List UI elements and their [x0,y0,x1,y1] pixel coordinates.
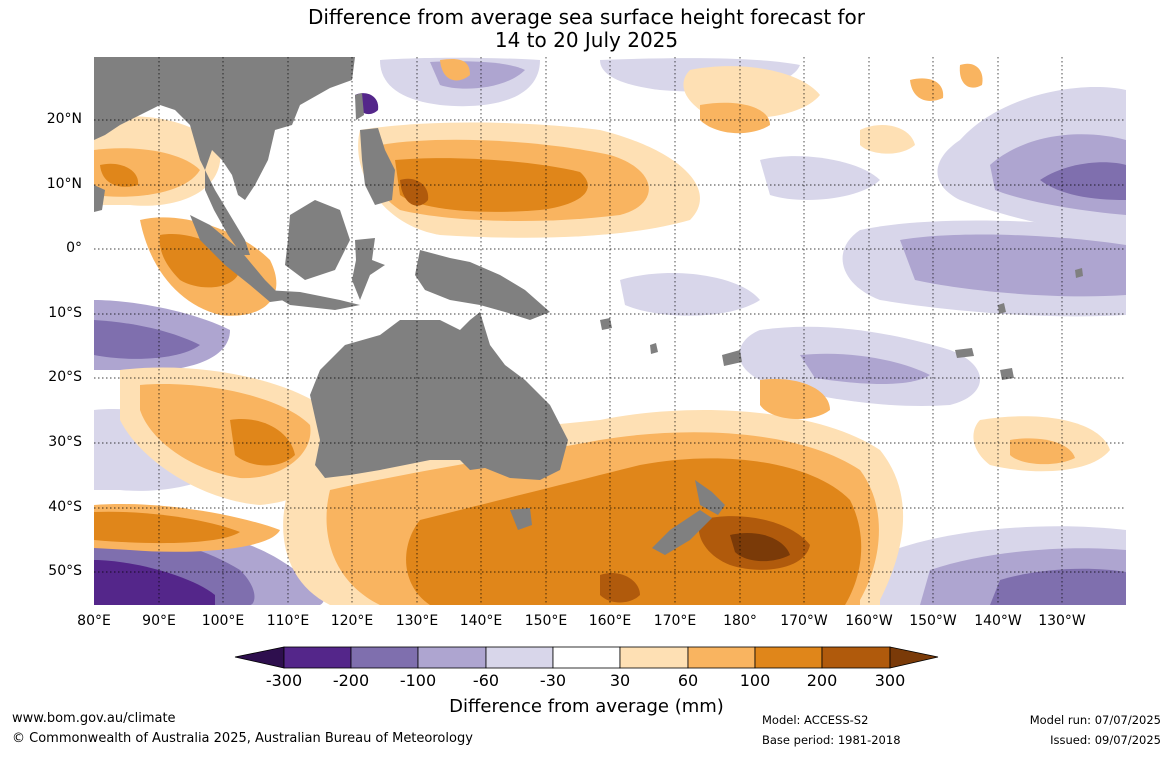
land-masses [94,57,1083,555]
colorbar-bin [754,646,823,669]
longitude-label: 160°W [845,613,893,629]
latitude-label: 20°N [46,111,82,127]
longitude-label: 110°E [266,613,310,629]
latitude-label: 40°S [48,499,82,515]
new-zealand-south [652,510,712,555]
philippines [360,128,395,205]
colorbar [234,646,939,669]
pacific-islands [600,268,1083,380]
longitude-label: 140°W [974,613,1022,629]
colorbar-tick-label: -60 [472,671,500,690]
malay-peninsula [205,170,250,255]
longitude-label: 140°E [459,613,503,629]
colorbar-bin [417,646,487,669]
longitude-label: 80°E [77,613,111,629]
colorbar-bin [821,646,891,669]
colorbar-tick-label: -200 [332,671,370,690]
graticule [94,57,1126,605]
tasmania [510,508,532,530]
longitude-label: 120°E [330,613,374,629]
footer-issued: Issued: 09/07/2025 [1050,733,1161,747]
latitude-label: 50°S [48,563,82,579]
colorbar-tick-label: 60 [677,671,699,690]
colorbar-title: Difference from average (mm) [449,696,724,717]
longitude-label: 150°E [524,613,568,629]
footer-copyright: © Commonwealth of Australia 2025, Austra… [12,731,473,746]
colorbar-tick-label: 200 [806,671,838,690]
taiwan [355,93,364,120]
longitude-label: 130°E [395,613,439,629]
positive-anomaly-areas [94,58,1110,605]
footer-base-period: Base period: 1981-2018 [762,733,901,747]
longitude-label: 160°E [588,613,632,629]
colorbar-extend-low [234,646,285,669]
colorbar-tick-label: -300 [265,671,303,690]
latitude-label: 30°S [48,434,82,450]
footer-model: Model: ACCESS-S2 [762,713,869,727]
latitude-label: 0° [66,240,82,256]
asia-mainland [94,57,355,200]
new-guinea [415,250,550,320]
colorbar-tick-label: -100 [399,671,437,690]
longitude-label: 170°E [653,613,697,629]
colorbar-bin [350,646,419,669]
latitude-label: 20°S [48,369,82,385]
longitude-label: 130°W [1038,613,1086,629]
longitude-label: 150°W [909,613,957,629]
australia [310,312,568,480]
new-zealand-north [695,480,725,515]
colorbar-bin [687,646,756,669]
colorbar-extend-high [889,646,939,669]
sumatra [190,215,285,302]
colorbar-bin [552,646,621,669]
latitude-label: 10°N [46,176,82,192]
longitude-label: 90°E [142,613,176,629]
map-title-line1: Difference from average sea surface heig… [307,5,866,29]
map-title-line2: 14 to 20 July 2025 [494,28,679,52]
footer-url: www.bom.gov.au/climate [12,711,176,726]
sri-lanka [94,185,105,212]
colorbar-tick-label: 30 [609,671,631,690]
sulawesi [352,238,385,300]
colorbar-bin [485,646,554,669]
longitude-label: 180° [723,613,757,629]
colorbar-bin [619,646,689,669]
colorbar-tick-label: 100 [739,671,771,690]
colorbar-tick-label: -30 [539,671,567,690]
colorbar-bin [283,646,352,669]
java [265,290,360,310]
footer-model-run: Model run: 07/07/2025 [1029,713,1161,727]
longitude-label: 170°W [780,613,828,629]
borneo [285,200,350,280]
longitude-label: 100°E [201,613,245,629]
latitude-label: 10°S [48,305,82,321]
colorbar-tick-label: 300 [874,671,906,690]
